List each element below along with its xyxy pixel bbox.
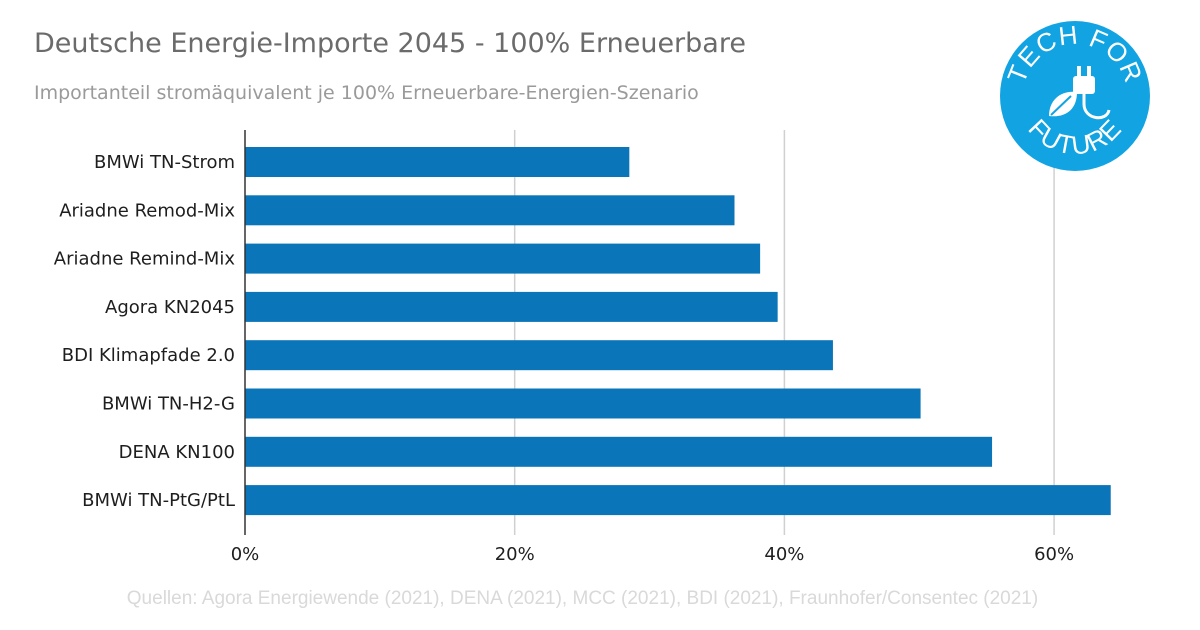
category-label: Ariadne Remind-Mix: [54, 249, 236, 270]
category-labels: BMWi TN-Strom Ariadne Remod-Mix Ariadne Re…: [54, 152, 236, 511]
x-tick-label: 60%: [1034, 544, 1074, 565]
bar: [245, 388, 921, 419]
bars: [245, 147, 1111, 516]
category-label: BMWi TN-PtG/PtL: [82, 490, 235, 511]
x-tick-label: 20%: [495, 544, 535, 565]
tech-for-future-logo: TECH FOR FUTURE: [1000, 20, 1150, 171]
bar: [245, 195, 735, 226]
source-note: Quellen: Agora Energiewende (2021), DENA…: [126, 588, 1039, 609]
category-label: BMWi TN-H2-G: [102, 394, 235, 415]
category-label: Agora KN2045: [105, 297, 235, 318]
category-label: Ariadne Remod-Mix: [59, 200, 235, 221]
plug-leaf-icon: [1049, 66, 1111, 120]
x-tick-label: 0%: [231, 544, 260, 565]
category-label: BDI Klimapfade 2.0: [62, 345, 235, 366]
chart-title: Deutsche Energie-Importe 2045 - 100% Ern…: [34, 28, 746, 59]
bar: [245, 243, 761, 274]
bar: [245, 436, 993, 467]
bar: [245, 147, 630, 177]
category-label: DENA KN100: [119, 442, 235, 463]
grid-lines: [513, 130, 1055, 535]
bar: [245, 485, 1111, 516]
x-axis-ticks: 0% 20% 40% 60%: [231, 544, 1074, 565]
category-label: BMWi TN-Strom: [94, 152, 235, 173]
x-tick-label: 40%: [764, 544, 804, 565]
bar: [245, 291, 778, 322]
chart-subtitle: Importanteil stromäquivalent je 100% Ern…: [34, 82, 699, 104]
bar: [245, 340, 833, 371]
